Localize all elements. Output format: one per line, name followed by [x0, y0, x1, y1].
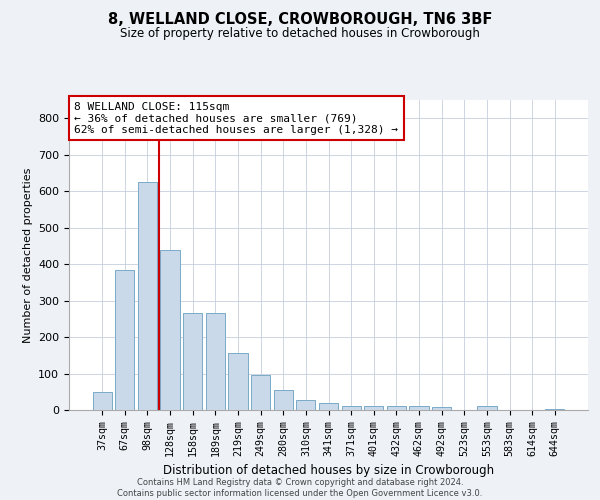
- Text: Contains HM Land Registry data © Crown copyright and database right 2024.
Contai: Contains HM Land Registry data © Crown c…: [118, 478, 482, 498]
- Text: 8 WELLAND CLOSE: 115sqm
← 36% of detached houses are smaller (769)
62% of semi-d: 8 WELLAND CLOSE: 115sqm ← 36% of detache…: [74, 102, 398, 134]
- Text: 8, WELLAND CLOSE, CROWBOROUGH, TN6 3BF: 8, WELLAND CLOSE, CROWBOROUGH, TN6 3BF: [108, 12, 492, 28]
- Bar: [364, 406, 383, 410]
- Bar: [319, 404, 338, 410]
- Y-axis label: Number of detached properties: Number of detached properties: [23, 168, 32, 342]
- Bar: [115, 270, 134, 410]
- Bar: [296, 400, 316, 410]
- Bar: [206, 314, 225, 410]
- Bar: [274, 390, 293, 410]
- Bar: [432, 407, 451, 410]
- X-axis label: Distribution of detached houses by size in Crowborough: Distribution of detached houses by size …: [163, 464, 494, 477]
- Bar: [251, 376, 270, 410]
- Bar: [341, 406, 361, 410]
- Bar: [229, 354, 248, 410]
- Bar: [183, 314, 202, 410]
- Bar: [92, 392, 112, 410]
- Bar: [387, 406, 406, 410]
- Bar: [138, 182, 157, 410]
- Text: Size of property relative to detached houses in Crowborough: Size of property relative to detached ho…: [120, 28, 480, 40]
- Bar: [477, 406, 497, 410]
- Bar: [409, 406, 428, 410]
- Bar: [160, 250, 180, 410]
